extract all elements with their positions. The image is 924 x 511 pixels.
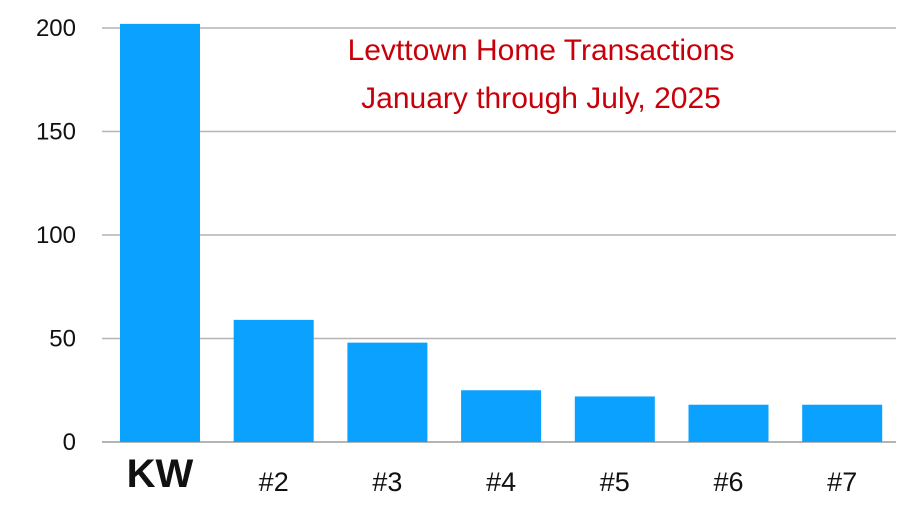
x-category-label: #7 bbox=[827, 467, 857, 497]
bar-4 bbox=[461, 390, 542, 442]
bars bbox=[120, 23, 883, 443]
bar-7 bbox=[802, 404, 883, 442]
x-category-label: #2 bbox=[259, 467, 289, 497]
x-category-label: #6 bbox=[713, 467, 743, 497]
x-category-label: KW bbox=[127, 452, 194, 496]
y-tick-label: 150 bbox=[36, 119, 76, 146]
y-tick-label: 0 bbox=[63, 429, 76, 456]
chart-title-line-1: Levttown Home Transactions bbox=[348, 34, 735, 67]
bar-2 bbox=[233, 319, 314, 442]
bar-6 bbox=[688, 404, 769, 442]
y-tick-label: 200 bbox=[36, 15, 76, 42]
y-tick-label: 100 bbox=[36, 222, 76, 249]
bar-kw bbox=[120, 23, 200, 443]
bar-3 bbox=[347, 342, 428, 442]
y-axis-ticks: 0 50 100 150 200 bbox=[36, 15, 76, 456]
y-tick-label: 50 bbox=[49, 326, 76, 353]
bar-5 bbox=[574, 396, 655, 442]
x-category-label: #4 bbox=[486, 467, 516, 497]
chart-title-line-2: January through July, 2025 bbox=[361, 82, 721, 115]
chart-title: Levttown Home Transactions January throu… bbox=[348, 34, 735, 115]
x-category-label: #5 bbox=[600, 467, 630, 497]
x-category-label: #3 bbox=[372, 467, 402, 497]
x-axis-labels: KW #2 #3 #4 #5 #6 #7 bbox=[127, 452, 858, 497]
